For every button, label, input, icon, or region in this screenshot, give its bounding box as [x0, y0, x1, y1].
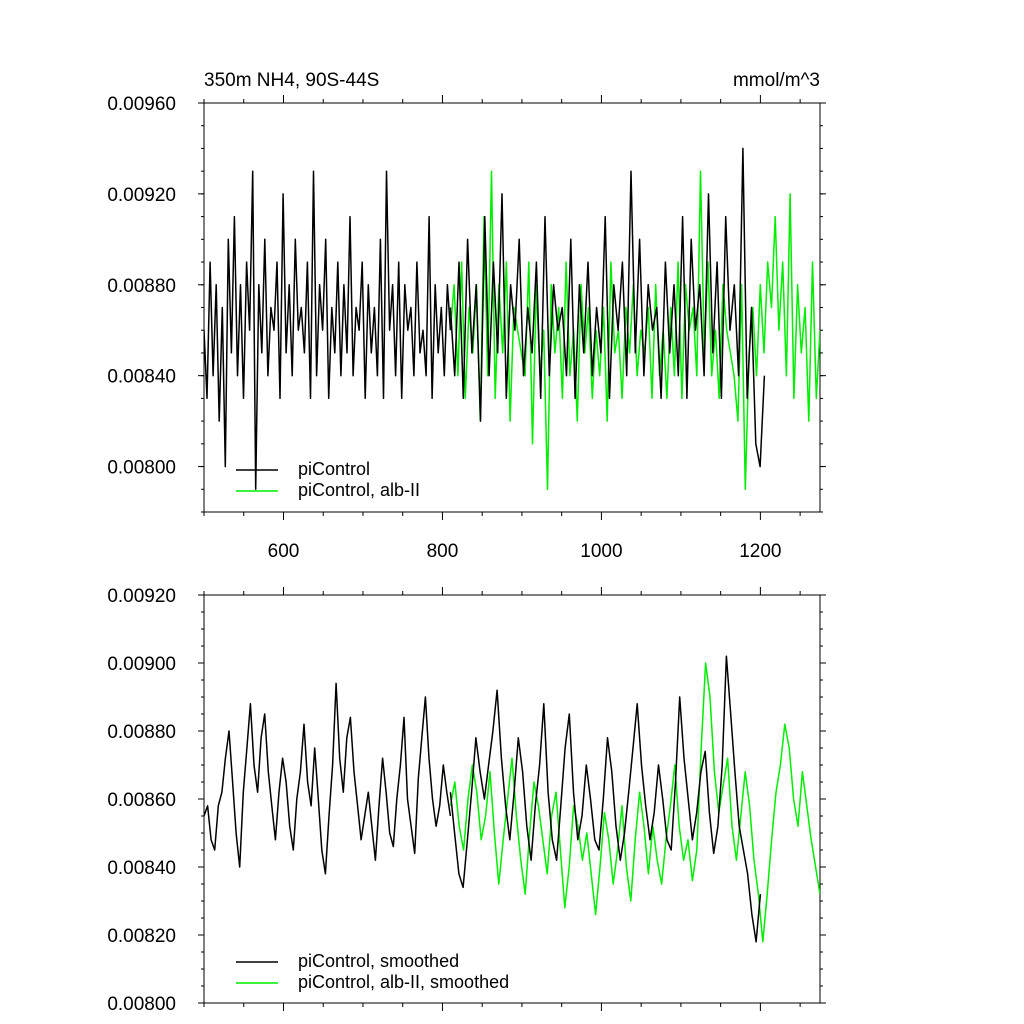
legend-label: piControl	[298, 459, 370, 479]
legend-label: piControl, smoothed	[298, 951, 459, 971]
y-tick-label: 0.00920	[107, 586, 176, 607]
y-tick-label: 0.00960	[107, 94, 176, 115]
y-tick-label: 0.00820	[107, 926, 176, 947]
series-line-picontrol	[449, 655, 762, 943]
y-tick-label: 0.00880	[107, 276, 176, 297]
x-tick-label: 600	[268, 541, 300, 562]
y-tick-label: 0.00800	[107, 994, 176, 1015]
series-line-picontrol	[204, 682, 452, 875]
legend-label: piControl, alb-II	[298, 480, 420, 500]
x-tick-label: 800	[427, 541, 459, 562]
units-label: mmol/m^3	[733, 70, 820, 91]
x-tick-label: 1200	[739, 541, 781, 562]
x-tick-label: 1000	[580, 541, 622, 562]
y-tick-label: 0.00860	[107, 790, 176, 811]
series-line-alb-ii	[449, 662, 820, 943]
y-tick-label: 0.00920	[107, 185, 176, 206]
y-tick-label: 0.00900	[107, 654, 176, 675]
series-line-picontrol	[449, 147, 766, 468]
top-panel: 0.00800 0.00840 0.00880 0.00920 0.00960 600 80…	[107, 94, 826, 562]
y-tick-label: 0.00880	[107, 722, 176, 743]
y-tick-label: 0.00840	[107, 858, 176, 879]
y-tick-label: 0.00800	[107, 458, 176, 479]
bottom-panel: 0.00800 0.00820 0.00840 0.00860 0.00880 0.009…	[107, 586, 826, 1015]
legend-label: piControl, alb-II, smoothed	[298, 972, 509, 992]
y-tick-label: 0.00840	[107, 367, 176, 388]
plot-title: 350m NH4, 90S-44S	[204, 70, 379, 91]
series-line-picontrol	[204, 170, 452, 491]
